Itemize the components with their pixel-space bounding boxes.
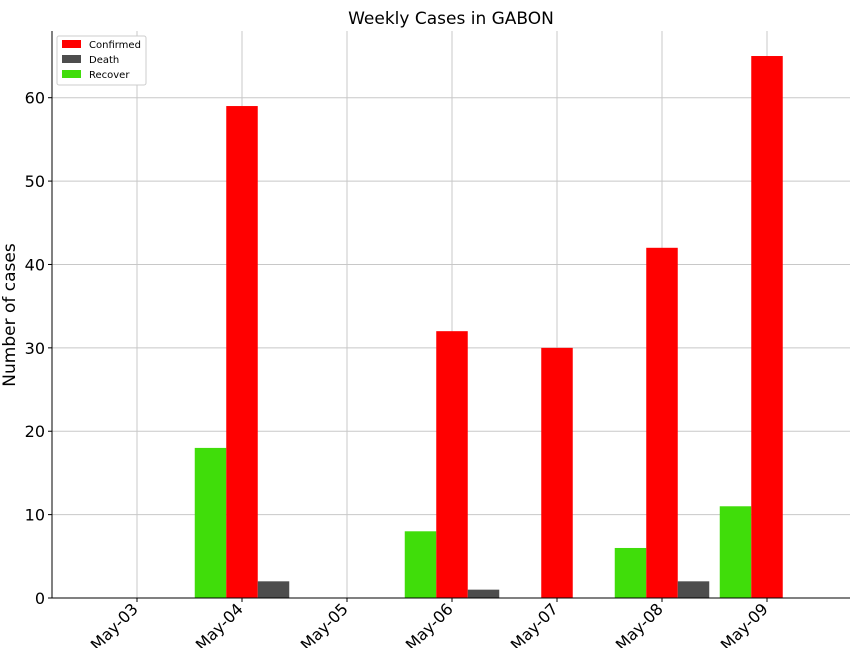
x-tick-label-0: May-03 xyxy=(87,599,142,648)
bar-death-may-06 xyxy=(467,589,500,598)
bar-confirmed-may-09 xyxy=(751,56,783,598)
bar-confirmed-may-06 xyxy=(436,331,468,598)
bar-confirmed-may-07 xyxy=(541,347,573,598)
chart-title: Weekly Cases in GABON xyxy=(348,9,554,29)
bar-recover-may-08 xyxy=(614,547,647,598)
y-axis-label: Number of cases xyxy=(0,243,20,387)
x-tick-label-6: May-09 xyxy=(717,599,772,648)
x-tick-label-2: May-05 xyxy=(297,599,352,648)
legend-label-confirmed: Confirmed xyxy=(89,40,141,51)
x-tick-label-5: May-08 xyxy=(612,599,667,648)
bar-recover-may-09 xyxy=(719,506,752,598)
legend-swatch-confirmed xyxy=(62,40,81,48)
bar-confirmed-may-08 xyxy=(646,247,678,598)
y-tick-label-1: 10 xyxy=(25,506,45,525)
legend-swatch-death xyxy=(62,55,81,63)
x-tick-label-3: May-06 xyxy=(402,599,457,648)
bar-recover-may-06 xyxy=(404,531,437,598)
bar-death-may-08 xyxy=(677,581,710,598)
bar-death-may-04 xyxy=(257,581,290,598)
x-tick-label-4: May-07 xyxy=(507,599,562,648)
y-ticks: 0 10 20 30 40 50 60 xyxy=(25,89,52,608)
legend: Confirmed Death Recover xyxy=(56,35,147,86)
y-tick-label-0: 0 xyxy=(35,589,45,608)
y-tick-label-5: 50 xyxy=(25,172,45,191)
bar-group xyxy=(194,56,783,598)
x-tick-label-1: May-04 xyxy=(192,599,247,648)
bar-confirmed-may-04 xyxy=(226,106,258,598)
axes xyxy=(51,31,850,599)
legend-label-death: Death xyxy=(89,55,119,66)
y-tick-label-4: 40 xyxy=(25,255,45,274)
y-tick-label-6: 60 xyxy=(25,89,45,108)
y-tick-label-3: 30 xyxy=(25,339,45,358)
x-ticks: May-03 May-04 May-05 May-06 May-07 May-08 May-… xyxy=(87,598,772,648)
legend-swatch-recover xyxy=(62,70,81,78)
bar-recover-may-04 xyxy=(194,447,227,598)
legend-label-recover: Recover xyxy=(89,70,130,81)
y-tick-label-2: 20 xyxy=(25,422,45,441)
